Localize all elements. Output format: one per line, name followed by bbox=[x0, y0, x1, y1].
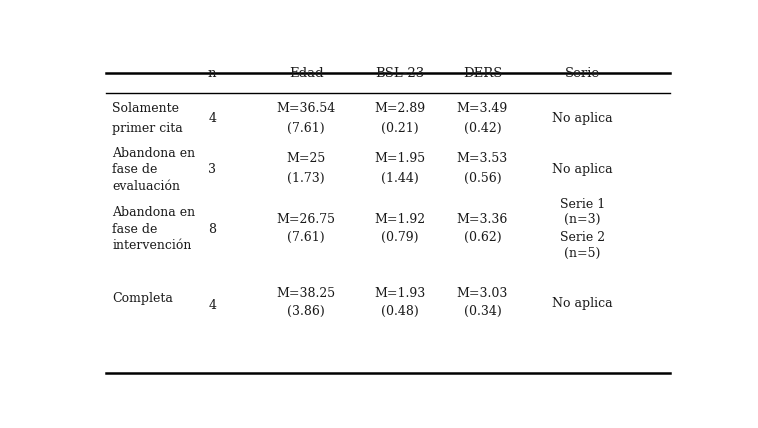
Text: fase de: fase de bbox=[112, 223, 158, 236]
Text: (0.56): (0.56) bbox=[464, 172, 501, 184]
Text: Abandona en: Abandona en bbox=[112, 147, 196, 160]
Text: (0.62): (0.62) bbox=[464, 231, 501, 244]
Text: No aplica: No aplica bbox=[552, 163, 612, 176]
Text: Serie 1: Serie 1 bbox=[559, 198, 605, 211]
Text: M=1.92: M=1.92 bbox=[374, 213, 426, 226]
Text: (1.44): (1.44) bbox=[381, 172, 419, 184]
Text: No aplica: No aplica bbox=[552, 297, 612, 310]
Text: 4: 4 bbox=[208, 299, 216, 312]
Text: Edad: Edad bbox=[289, 67, 324, 80]
Text: intervención: intervención bbox=[112, 239, 192, 252]
Text: M=2.89: M=2.89 bbox=[374, 102, 426, 116]
Text: 4: 4 bbox=[208, 112, 216, 125]
Text: fase de: fase de bbox=[112, 163, 158, 176]
Text: Serie 2: Serie 2 bbox=[559, 231, 605, 244]
Text: (0.79): (0.79) bbox=[381, 231, 419, 244]
Text: DERS: DERS bbox=[463, 67, 502, 80]
Text: (n=5): (n=5) bbox=[564, 247, 600, 261]
Text: (0.42): (0.42) bbox=[464, 122, 501, 135]
Text: BSL-23: BSL-23 bbox=[376, 67, 424, 80]
Text: (n=3): (n=3) bbox=[564, 213, 600, 226]
Text: (0.21): (0.21) bbox=[381, 122, 419, 135]
Text: M=3.53: M=3.53 bbox=[457, 152, 508, 165]
Text: M=38.25: M=38.25 bbox=[277, 287, 336, 300]
Text: 3: 3 bbox=[208, 163, 216, 176]
Text: M=1.93: M=1.93 bbox=[374, 287, 426, 300]
Text: M=36.54: M=36.54 bbox=[277, 102, 336, 116]
Text: 8: 8 bbox=[208, 223, 216, 236]
Text: Completa: Completa bbox=[112, 292, 174, 305]
Text: M=3.03: M=3.03 bbox=[457, 287, 508, 300]
Text: evaluación: evaluación bbox=[112, 180, 180, 193]
Text: M=25: M=25 bbox=[287, 152, 326, 165]
Text: M=3.49: M=3.49 bbox=[457, 102, 508, 116]
Text: (1.73): (1.73) bbox=[287, 172, 325, 184]
Text: (7.61): (7.61) bbox=[287, 122, 325, 135]
Text: M=26.75: M=26.75 bbox=[277, 213, 336, 226]
Text: (0.34): (0.34) bbox=[464, 305, 501, 318]
Text: Serie: Serie bbox=[565, 67, 600, 80]
Text: (0.48): (0.48) bbox=[381, 305, 419, 318]
Text: n: n bbox=[208, 67, 217, 80]
Text: (3.86): (3.86) bbox=[287, 305, 325, 318]
Text: No aplica: No aplica bbox=[552, 112, 612, 125]
Text: M=3.36: M=3.36 bbox=[457, 213, 508, 226]
Text: Solamente: Solamente bbox=[112, 102, 180, 116]
Text: Abandona en: Abandona en bbox=[112, 206, 196, 219]
Text: (7.61): (7.61) bbox=[287, 231, 325, 244]
Text: M=1.95: M=1.95 bbox=[374, 152, 426, 165]
Text: primer cita: primer cita bbox=[112, 122, 183, 135]
